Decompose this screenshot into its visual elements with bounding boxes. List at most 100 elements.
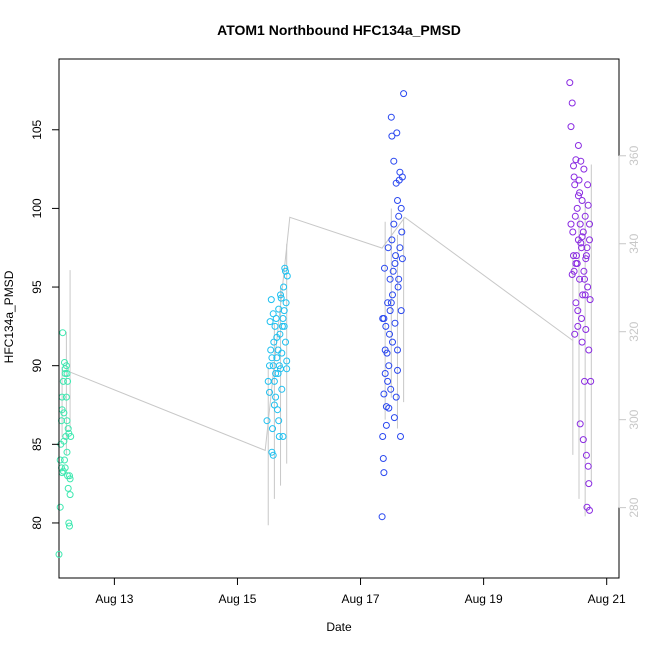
x-axis: Aug 13 Aug 15 Aug 17 Aug 19 Aug 21 [95, 577, 626, 606]
data-point-s0-2 [56, 456, 64, 464]
data-point-s3-10 [573, 252, 580, 260]
data-point-s2-32 [397, 433, 404, 440]
data-point-s3-13 [574, 142, 582, 149]
data-point-s1-46 [277, 291, 284, 299]
data-point-s0-13 [61, 456, 68, 464]
x-tick-label-4: Aug 21 [588, 592, 626, 606]
data-point-s3-60 [581, 291, 589, 299]
data-point-s3-37 [586, 220, 593, 228]
data-point-s2-44 [396, 244, 404, 252]
data-point-s3-28 [581, 212, 589, 220]
data-point-s2-38 [381, 346, 389, 354]
data-point-s2-51 [380, 390, 388, 398]
data-point-s1-2 [266, 388, 273, 396]
data-point-s2-36 [400, 90, 408, 98]
data-point-s1-3 [266, 318, 274, 326]
data-point-s3-2 [568, 99, 576, 107]
data-point-s1-32 [283, 365, 291, 373]
data-point-s2-19 [389, 338, 396, 346]
data-point-s2-50 [397, 204, 405, 212]
data-point-s2-43 [394, 197, 401, 204]
secondary-trace-layer [61, 164, 592, 526]
data-point-s3-11 [573, 204, 581, 212]
data-point-s1-41 [269, 310, 277, 318]
chart-title: ATOM1 Northbound HFC134a_PMSD [217, 22, 461, 38]
data-point-s1-42 [274, 370, 282, 377]
data-point-s2-37 [379, 315, 387, 322]
data-point-s2-18 [388, 236, 396, 244]
y2-tick-label-3: 340 [627, 233, 641, 253]
y2-tick-label-4: 360 [627, 145, 641, 165]
data-point-s3-44 [574, 192, 582, 200]
x-axis-label: Date [326, 620, 352, 634]
data-point-s2-1 [379, 433, 387, 440]
data-point-s3-55 [583, 244, 591, 252]
data-point-s3-9 [572, 156, 580, 164]
data-point-s3-39 [586, 296, 594, 304]
data-point-s0-25 [65, 519, 73, 527]
data-point-s3-51 [573, 260, 581, 267]
x-tick-label-1: Aug 15 [218, 592, 256, 606]
data-point-s1-4 [267, 346, 275, 354]
data-point-s2-10 [384, 299, 392, 307]
data-point-s0-1 [56, 503, 64, 511]
data-point-s2-22 [390, 414, 398, 422]
data-point-s2-53 [394, 346, 401, 354]
data-point-s2-0 [378, 513, 386, 521]
data-point-s2-34 [398, 228, 406, 236]
data-point-s0-18 [62, 393, 70, 401]
data-point-s0-28 [66, 472, 73, 480]
data-point-s0-19 [63, 417, 71, 425]
data-point-s1-0 [263, 417, 271, 425]
data-point-s2-17 [388, 132, 396, 140]
data-point-s0-9 [59, 377, 67, 385]
data-point-s3-59 [578, 315, 585, 322]
x-tick-label-2: Aug 17 [342, 592, 380, 606]
data-point-s3-16 [576, 275, 584, 283]
data-point-s3-26 [580, 165, 588, 173]
y-axis: 80 85 90 95 100 105 [30, 119, 60, 530]
data-points-layer [55, 79, 595, 558]
data-point-s3-45 [577, 239, 585, 247]
data-point-s1-38 [278, 385, 286, 393]
data-point-s1-18 [275, 417, 283, 425]
data-point-s3-23 [579, 291, 587, 299]
data-point-s3-36 [585, 346, 593, 354]
data-point-s2-35 [398, 173, 406, 181]
data-point-s1-40 [266, 362, 273, 370]
data-point-s1-30 [282, 338, 289, 346]
data-point-s1-27 [280, 283, 288, 291]
data-point-s3-24 [579, 436, 587, 444]
data-point-s3-48 [584, 201, 592, 209]
data-point-s2-5 [381, 264, 388, 272]
data-point-s2-2 [379, 455, 387, 462]
data-point-s2-6 [381, 370, 389, 377]
y-tick-label-0: 80 [30, 516, 44, 530]
y-tick-label-5: 105 [30, 119, 44, 139]
data-point-s1-5 [267, 296, 275, 304]
data-point-s3-40 [587, 377, 595, 385]
data-point-s1-39 [280, 322, 288, 330]
data-point-s3-53 [578, 233, 586, 241]
data-point-s3-29 [582, 326, 590, 333]
data-point-s0-10 [60, 437, 68, 445]
data-point-s0-0 [55, 550, 63, 558]
data-point-s2-40 [386, 307, 394, 315]
data-point-s2-7 [382, 322, 390, 330]
data-point-s2-47 [390, 220, 398, 228]
data-point-s3-34 [584, 181, 592, 189]
data-point-s1-24 [278, 349, 286, 357]
data-point-s2-49 [395, 275, 403, 283]
data-point-s3-4 [570, 162, 577, 170]
data-point-s2-3 [380, 469, 388, 477]
data-point-s3-38 [586, 506, 593, 514]
secondary-y-axis: 280 300 320 340 360 [618, 145, 641, 518]
data-point-s1-8 [269, 451, 277, 459]
data-point-s3-41 [567, 220, 575, 228]
data-point-s3-15 [575, 176, 583, 184]
data-point-s2-21 [390, 157, 398, 165]
data-point-s1-47 [282, 267, 289, 275]
data-point-s1-13 [272, 370, 280, 377]
y2-tick-label-0: 280 [627, 497, 641, 517]
data-point-s2-14 [386, 275, 394, 283]
